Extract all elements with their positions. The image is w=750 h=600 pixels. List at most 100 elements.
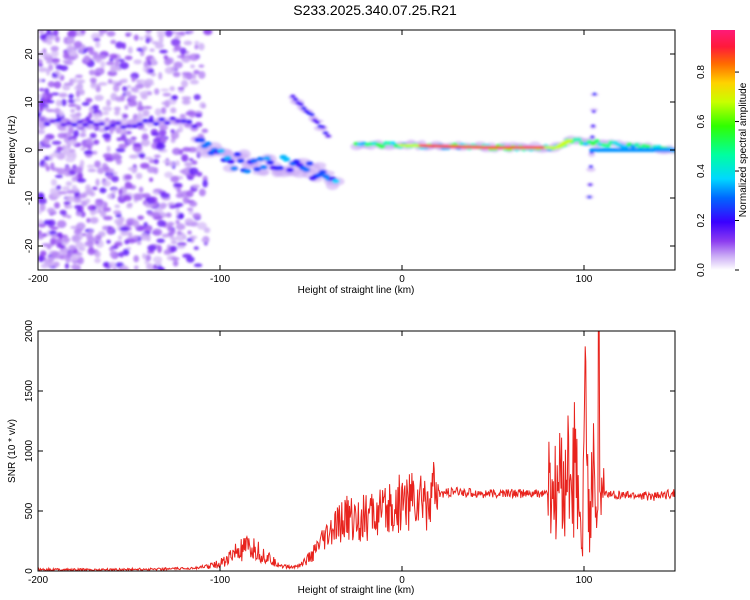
noise-blob — [188, 158, 194, 162]
descending-trace-mark — [292, 159, 301, 164]
noise-blob — [73, 129, 79, 138]
noise-blob — [153, 158, 159, 165]
colorbar-ticks: 0.0 0.2 0.4 0.6 0.8 — [696, 65, 739, 277]
noise-blob — [106, 173, 113, 180]
noise-blob — [93, 37, 101, 42]
noise-blob — [119, 127, 128, 136]
upper-branch-mark — [314, 120, 321, 124]
noise-blob — [94, 258, 101, 264]
tone-line-mark — [103, 126, 111, 131]
tone-line-mark — [158, 117, 166, 122]
noise-blob — [55, 99, 62, 107]
noise-blob — [94, 240, 100, 245]
noise-blob — [186, 256, 195, 263]
noise-blob — [143, 105, 153, 110]
noise-blob — [38, 107, 44, 112]
noise-blob — [77, 172, 84, 180]
descending-trace-mark — [250, 158, 258, 164]
noise-blob — [39, 250, 47, 257]
noise-blob — [91, 186, 98, 191]
carrier-line-mark — [633, 142, 641, 147]
noise-blob — [55, 185, 62, 191]
noise-blob — [38, 78, 43, 83]
noise-blob — [45, 165, 50, 172]
noise-blob — [52, 30, 59, 37]
noise-blob — [120, 230, 130, 236]
noise-blob — [50, 50, 59, 58]
noise-blob — [91, 150, 98, 155]
colorbar-tick-label: 0.2 — [696, 213, 707, 227]
noise-blob — [90, 82, 98, 89]
noise-blob — [107, 193, 113, 200]
noise-blob — [127, 99, 136, 107]
noise-blob — [196, 222, 207, 230]
noise-blob — [149, 48, 155, 52]
noise-blob — [68, 126, 74, 135]
noise-blob — [176, 187, 182, 194]
noise-blob — [138, 100, 143, 109]
noise-blob — [88, 69, 96, 76]
noise-blob — [124, 90, 132, 97]
noise-blob — [192, 212, 202, 219]
noise-blob — [191, 160, 198, 165]
noise-blob — [196, 171, 203, 177]
noise-blob — [151, 212, 161, 218]
noise-blob — [114, 59, 120, 68]
spike-mark-halo — [586, 167, 596, 172]
noise-blob — [46, 30, 52, 33]
noise-blob — [133, 193, 141, 201]
tone-line-mark — [120, 125, 127, 129]
noise-blob — [159, 202, 167, 209]
noise-blob — [155, 261, 162, 266]
noise-blob — [102, 111, 110, 116]
descending-trace-mark — [318, 169, 327, 175]
noise-blob — [106, 239, 111, 244]
noise-blob — [94, 160, 101, 168]
top-x-tick-label: -100 — [210, 274, 230, 285]
noise-blob — [124, 55, 133, 61]
spike-mark-halo — [588, 151, 596, 158]
descending-trace-mark — [256, 156, 265, 162]
noise-blob — [128, 231, 133, 240]
noise-blob — [188, 167, 199, 175]
tone-line-mark — [98, 121, 105, 126]
noise-blob — [120, 133, 127, 142]
noise-blob — [112, 84, 120, 93]
top-y-tick-label: -10 — [24, 190, 35, 205]
noise-blob — [49, 154, 54, 161]
noise-blob — [153, 188, 163, 193]
noise-blob — [111, 152, 121, 161]
noise-blob — [42, 137, 50, 146]
noise-blob — [167, 231, 174, 237]
noise-blob — [172, 131, 180, 140]
noise-blob — [65, 181, 73, 186]
carrier-line-mark — [575, 137, 582, 142]
noise-blob — [38, 30, 45, 35]
noise-blob — [198, 188, 206, 197]
noise-blob — [99, 30, 104, 35]
noise-blob — [68, 244, 77, 251]
noise-blob — [73, 166, 83, 173]
noise-blob — [71, 234, 81, 243]
noise-blob — [39, 33, 46, 41]
noise-blob — [186, 189, 194, 198]
noise-blob — [150, 57, 157, 66]
descending-trace-mark — [302, 167, 311, 173]
noise-blob — [133, 265, 139, 270]
tone-line-mark — [65, 121, 73, 126]
noise-blob — [86, 232, 93, 241]
noise-blob — [142, 109, 150, 117]
noise-blob — [115, 41, 124, 49]
noise-blob — [62, 237, 71, 243]
noise-blob — [79, 159, 85, 167]
tone-line-mark — [131, 124, 138, 129]
upper-branch-mark — [290, 94, 296, 98]
noise-blob — [185, 72, 194, 80]
noise-blob — [154, 108, 162, 116]
noise-blob — [44, 87, 50, 95]
noise-blob — [95, 41, 101, 49]
top-x-axis-label: Height of straight line (km) — [298, 285, 415, 296]
noise-blob — [119, 226, 130, 232]
noise-blob — [64, 262, 70, 270]
noise-blob — [113, 171, 118, 176]
